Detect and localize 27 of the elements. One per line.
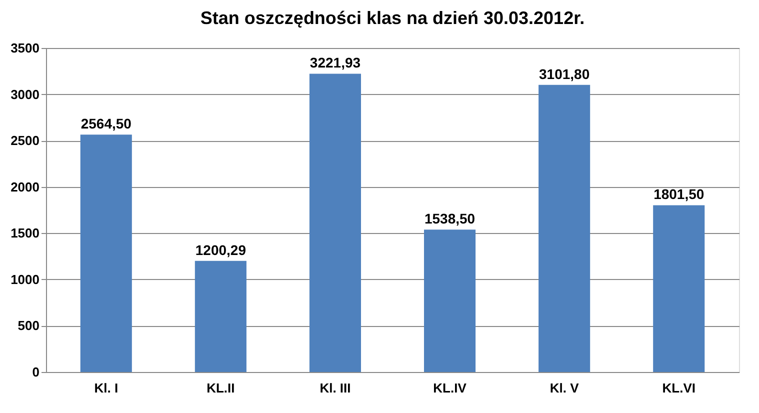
y-tick-label: 3500 — [10, 40, 40, 56]
x-tick-label: KL.IV — [433, 380, 467, 396]
chart-title: Stan oszczędności klas na dzień 30.03.2012r. — [200, 8, 585, 28]
x-tick-label: Kl. III — [320, 380, 351, 396]
bar — [194, 260, 246, 372]
y-tick-label: 3000 — [10, 86, 40, 102]
x-tick-label: KL.VI — [662, 380, 696, 396]
bar — [80, 134, 132, 372]
x-tick-label: Kl. I — [94, 380, 118, 396]
data-label: 3101,80 — [539, 66, 590, 82]
data-label: 1538,50 — [424, 210, 476, 227]
data-label: 3221,93 — [310, 54, 361, 71]
y-tick-label: 2500 — [10, 133, 40, 148]
y-tick-label: 1000 — [10, 272, 40, 287]
y-tick-label: 500 — [18, 318, 40, 334]
y-tick-label: 2000 — [10, 179, 40, 194]
bar — [538, 84, 590, 372]
data-label: 1200,29 — [195, 242, 246, 258]
x-tick-label: Kl. V — [550, 380, 580, 396]
bar — [653, 205, 705, 372]
x-tick-label: KL.II — [206, 380, 235, 396]
data-label: 2564,50 — [80, 116, 132, 132]
bar — [424, 230, 476, 372]
bar — [309, 74, 361, 372]
y-tick-label: 1500 — [10, 226, 40, 241]
y-tick-label: 0 — [32, 364, 40, 380]
data-label: 1801,50 — [654, 186, 704, 202]
